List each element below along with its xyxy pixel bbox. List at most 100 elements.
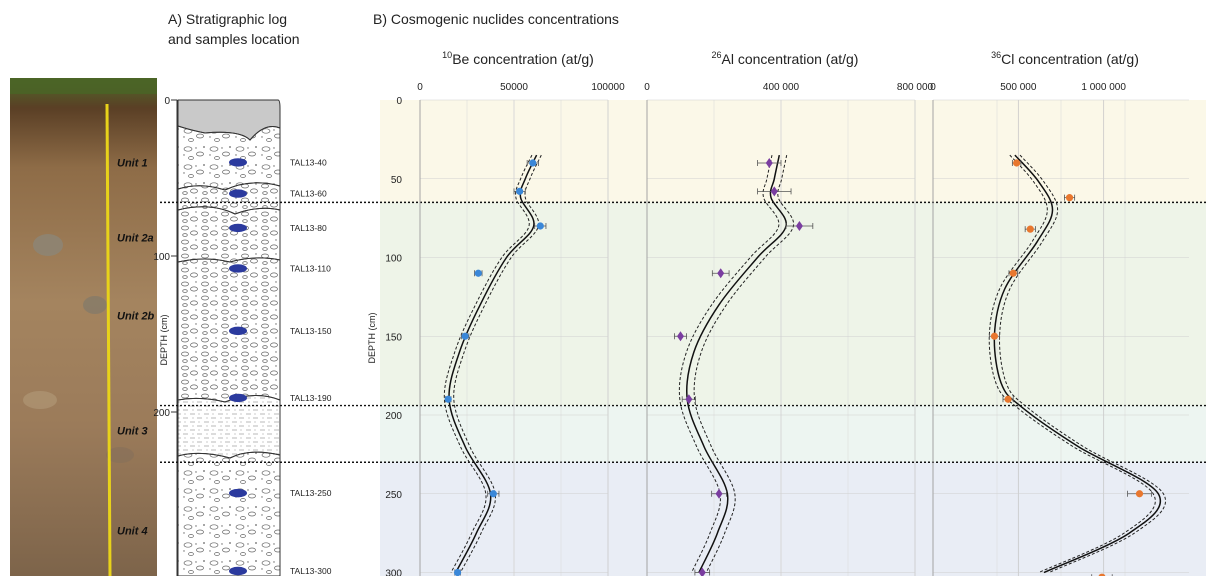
sample-label: TAL13-150 bbox=[290, 326, 332, 336]
y-tick-label: 300 bbox=[385, 569, 402, 576]
data-point bbox=[795, 221, 803, 231]
data-point bbox=[529, 159, 537, 167]
data-point bbox=[454, 568, 462, 576]
data-point bbox=[698, 567, 706, 576]
x-tick-label: 100000 bbox=[591, 82, 625, 93]
sample-label: TAL13-190 bbox=[290, 393, 332, 403]
data-point bbox=[1098, 573, 1106, 576]
chart-title-text: Al concentration (at/g) bbox=[722, 51, 859, 67]
y-tick-label: 150 bbox=[385, 332, 402, 343]
x-tick-label: 50000 bbox=[500, 82, 528, 93]
stratigraphic-column: TAL13-40 TAL13-60 TAL13-80 TAL13-110 TAL13-1… bbox=[177, 99, 332, 576]
data-point bbox=[461, 332, 469, 340]
depth-axis-a: 0 100 200 bbox=[153, 96, 178, 576]
data-point bbox=[474, 269, 482, 277]
chart-2: 36Cl concentration (at/g) 0 500 000 1 000 0… bbox=[930, 50, 1189, 576]
x-tick-label: 0 bbox=[417, 82, 423, 93]
fit-curve bbox=[686, 154, 787, 573]
data-point bbox=[489, 490, 497, 498]
y-tick-label: 200 bbox=[385, 411, 402, 422]
sample-label: TAL13-40 bbox=[290, 157, 327, 167]
data-point bbox=[1013, 159, 1021, 167]
data-point bbox=[685, 394, 693, 405]
stratigraphic-log-panel: A) Stratigraphic log and samples locatio… bbox=[10, 11, 332, 576]
fit-curve bbox=[993, 154, 1162, 574]
sample-marker bbox=[229, 189, 247, 198]
depth-zones bbox=[160, 100, 1206, 576]
unit-label: Unit 2b bbox=[117, 310, 155, 322]
depth-zone bbox=[380, 405, 1206, 463]
data-point bbox=[1026, 225, 1034, 233]
sample-marker bbox=[229, 393, 247, 403]
sample-marker bbox=[229, 566, 247, 576]
unit-label: Unit 1 bbox=[117, 157, 148, 169]
x-tick-label: 500 000 bbox=[1000, 82, 1037, 93]
sample-label: TAL13-250 bbox=[290, 488, 332, 498]
data-point bbox=[1135, 490, 1144, 498]
unit-label: Unit 4 bbox=[117, 526, 148, 538]
y-tick-label: 250 bbox=[385, 490, 402, 501]
data-point bbox=[1009, 269, 1017, 277]
fit-curve bbox=[448, 154, 538, 573]
unit-label: Unit 2a bbox=[117, 232, 154, 244]
sample-marker bbox=[229, 158, 247, 167]
chart-0: 10Be concentration (at/g) 0 50000 100000 0 50… bbox=[367, 50, 625, 576]
sample-label: TAL13-110 bbox=[290, 263, 331, 273]
measuring-tape bbox=[105, 103, 112, 576]
curve-upper-bound bbox=[999, 154, 1166, 573]
depth-axis-a-label: DEPTH (cm) bbox=[159, 315, 169, 366]
depth-zone bbox=[380, 100, 1206, 203]
curve-lower-bound bbox=[443, 154, 533, 573]
depth-tick-a-label: 0 bbox=[164, 96, 170, 107]
data-point bbox=[990, 332, 999, 340]
chart-title: 26Al concentration (at/g) bbox=[712, 50, 859, 67]
sample-label: TAL13-300 bbox=[290, 566, 332, 576]
y-tick-label: 50 bbox=[391, 175, 403, 186]
data-point bbox=[536, 222, 544, 230]
chart-title-text: Cl concentration (at/g) bbox=[1001, 51, 1139, 67]
chart-title: 36Cl concentration (at/g) bbox=[991, 50, 1139, 67]
sample-marker bbox=[229, 488, 247, 498]
depth-zone bbox=[380, 462, 1206, 576]
data-point bbox=[516, 187, 524, 195]
data-point bbox=[717, 268, 725, 279]
data-point bbox=[770, 186, 778, 197]
soil-profile-photo: Unit 1 Unit 2a Unit 2b Unit 3 Unit 4 bbox=[10, 78, 157, 576]
sample-marker bbox=[229, 326, 247, 336]
sample-marker bbox=[229, 264, 247, 273]
x-tick-label: 0 bbox=[930, 82, 936, 93]
depth-tick-a-label: 100 bbox=[153, 252, 170, 263]
chart-title-isotope: 36 bbox=[991, 50, 1001, 60]
data-point bbox=[1065, 194, 1074, 202]
curve-lower-bound bbox=[678, 154, 780, 573]
data-point bbox=[677, 331, 684, 342]
sample-marker bbox=[229, 223, 247, 233]
chart-title-text: Be concentration (at/g) bbox=[452, 51, 594, 67]
data-point bbox=[444, 395, 452, 403]
panel-a-title-line1: A) Stratigraphic log bbox=[168, 11, 287, 27]
x-tick-label: 800 000 bbox=[897, 82, 934, 93]
curve-upper-bound bbox=[453, 154, 542, 573]
y-tick-label: 0 bbox=[396, 96, 402, 107]
data-point bbox=[715, 488, 723, 499]
sample-label: TAL13-60 bbox=[290, 189, 327, 199]
sample-label: TAL13-80 bbox=[290, 223, 327, 233]
chart-title-isotope: 26 bbox=[712, 50, 722, 60]
panel-b-title: B) Cosmogenic nuclides concentrations bbox=[373, 11, 619, 27]
x-tick-label: 400 000 bbox=[763, 82, 800, 93]
curve-lower-bound bbox=[988, 154, 1156, 573]
unit-label: Unit 3 bbox=[117, 426, 148, 438]
chart-title: 10Be concentration (at/g) bbox=[442, 50, 594, 67]
x-tick-label: 1 000 000 bbox=[1081, 82, 1126, 93]
y-axis-label: DEPTH (cm) bbox=[367, 313, 377, 364]
chart-title-isotope: 10 bbox=[442, 50, 452, 60]
x-tick-label: 0 bbox=[644, 82, 650, 93]
depth-zone bbox=[380, 202, 1206, 406]
panel-a-title-line2: and samples location bbox=[168, 31, 300, 47]
data-point bbox=[1004, 395, 1012, 403]
curve-upper-bound bbox=[693, 155, 794, 573]
depth-tick-a-label: 200 bbox=[153, 408, 170, 419]
chart-1: 26Al concentration (at/g) 0 400 000 800 000 bbox=[644, 50, 934, 576]
y-tick-label: 100 bbox=[385, 254, 402, 265]
